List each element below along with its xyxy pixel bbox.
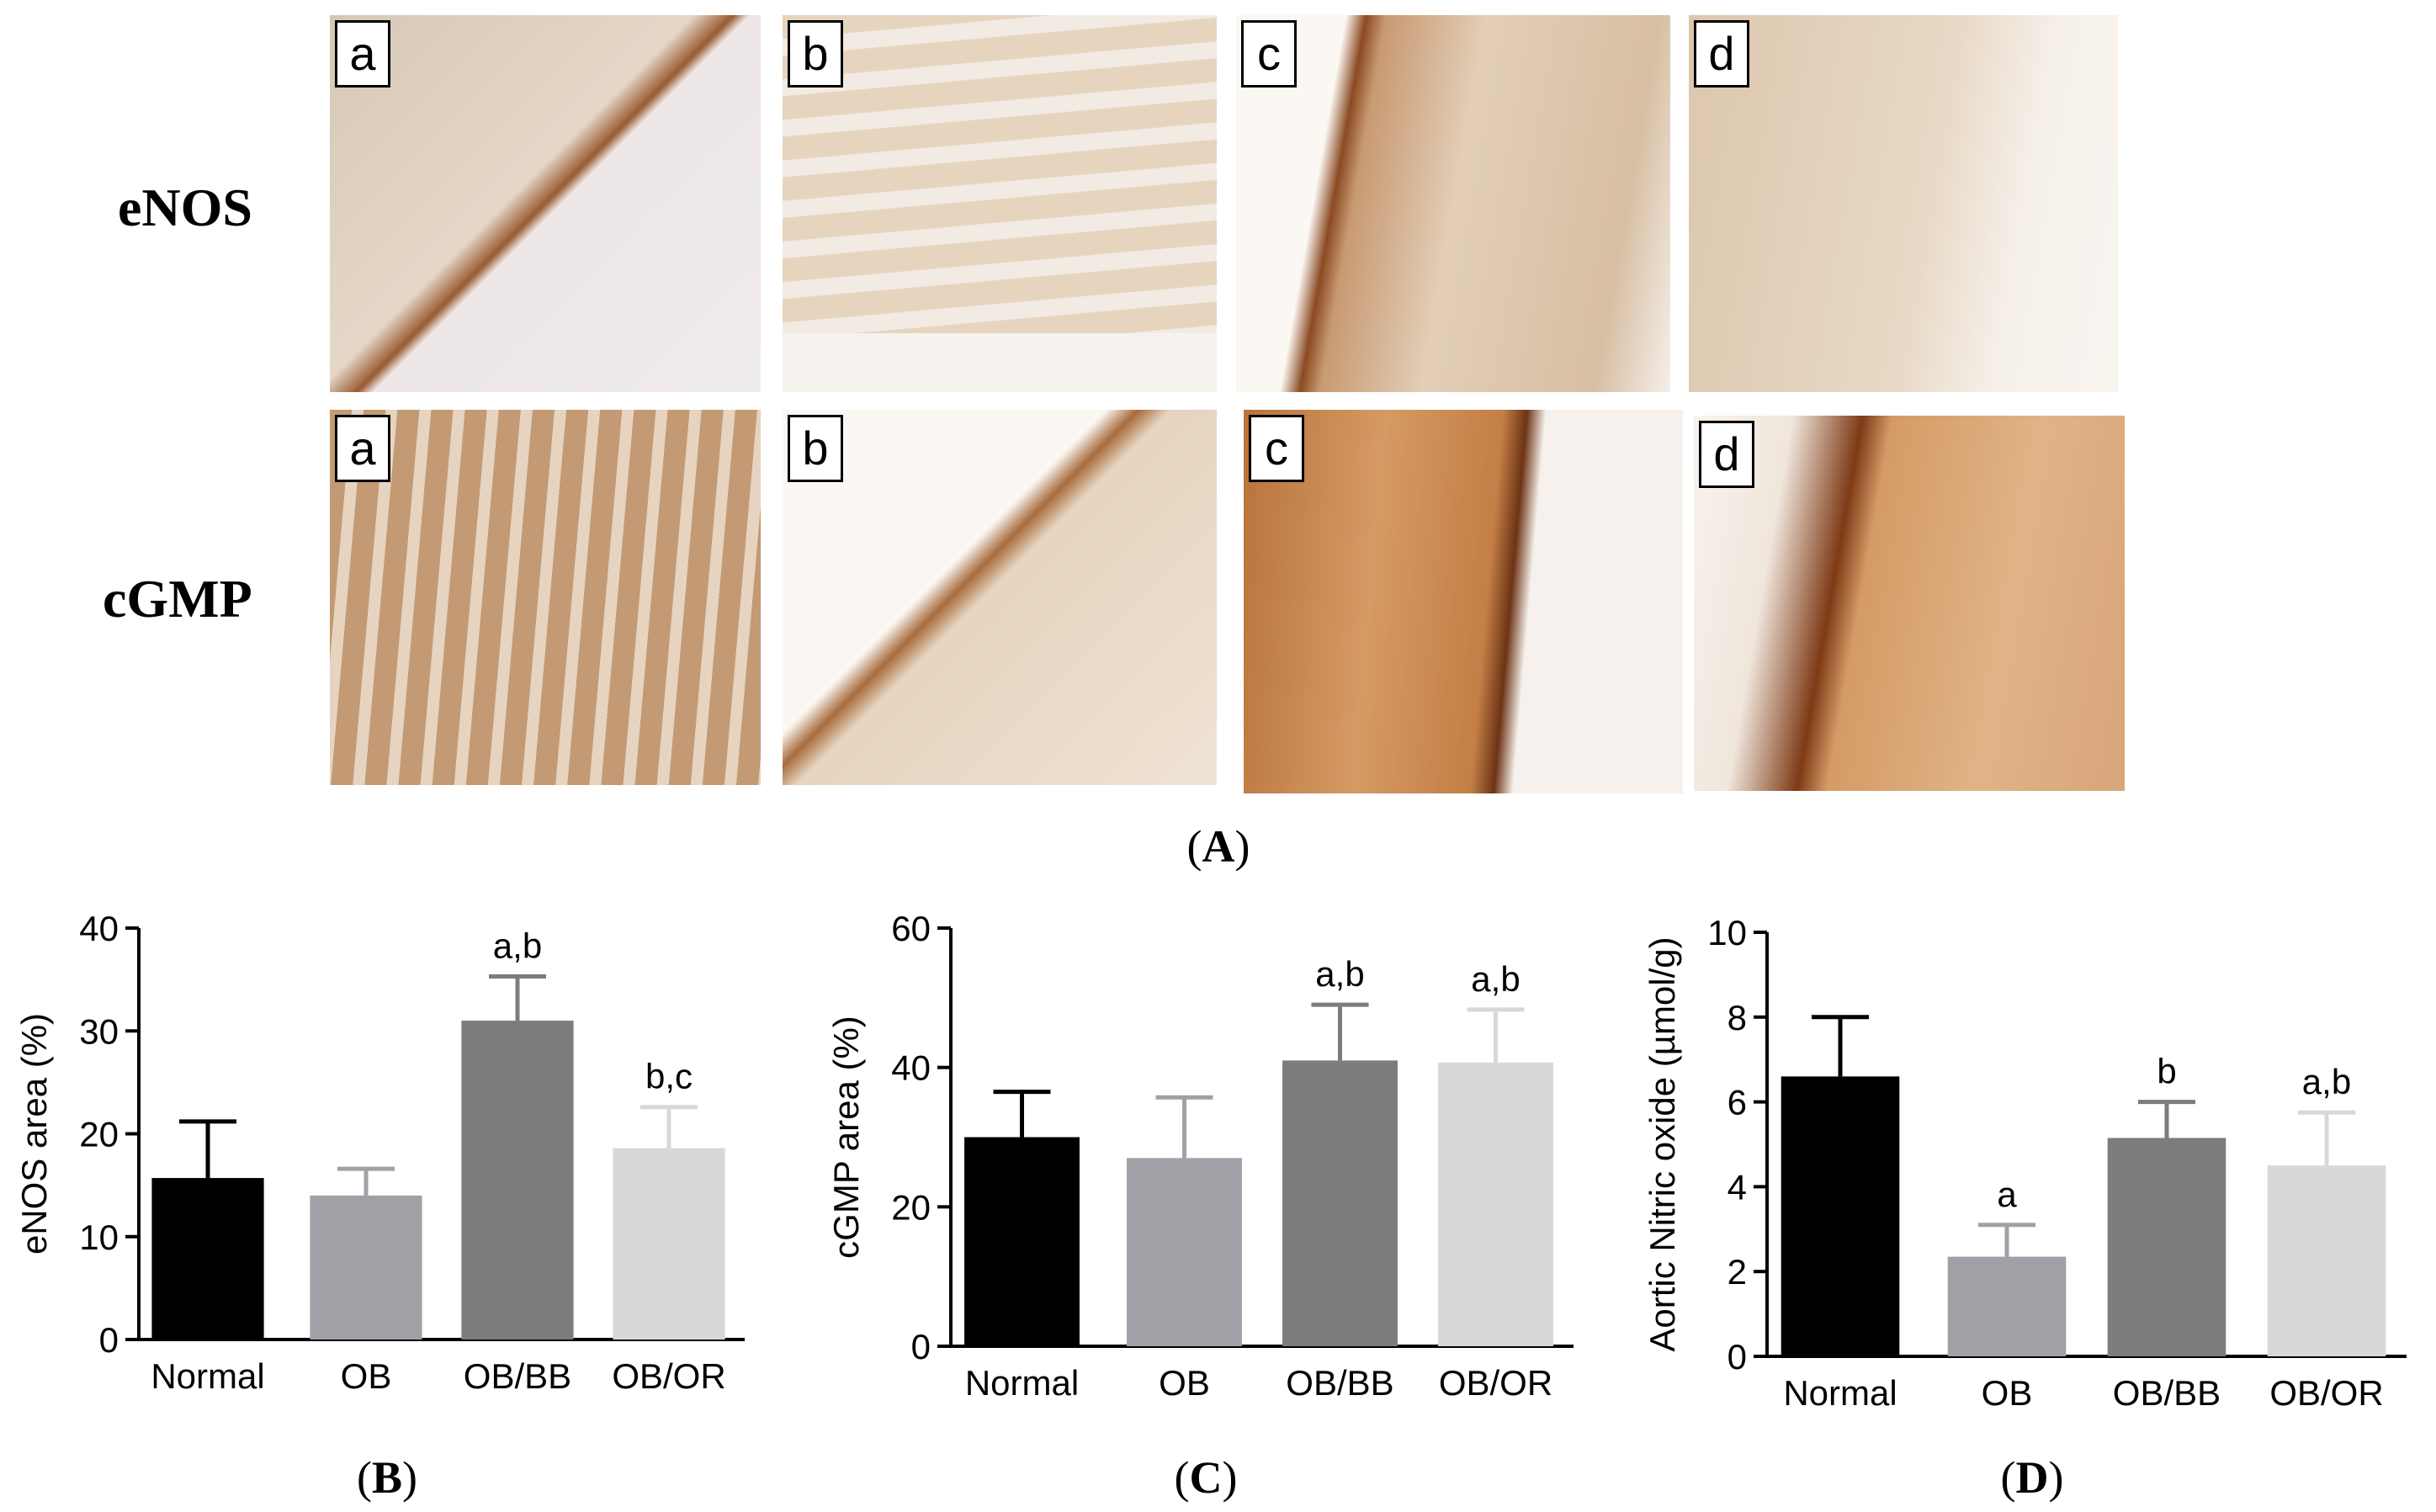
significance-label: a,b (2302, 1062, 2351, 1101)
caption-c: (C) (1174, 1452, 1238, 1503)
y-axis-label: eNOS area (%) (14, 1013, 54, 1255)
significance-label: a,b (1315, 954, 1364, 994)
significance-label: b (2157, 1052, 2176, 1091)
row-label-enos: eNOS (118, 178, 252, 237)
x-tick-label: OB/OR (1439, 1363, 1552, 1403)
significance-label: b,c (645, 1057, 693, 1096)
y-tick-label: 30 (79, 1011, 119, 1051)
y-tick-label: 2 (1727, 1252, 1747, 1292)
x-tick-label: OB/OR (612, 1356, 725, 1396)
x-tick-label: Normal (965, 1363, 1079, 1403)
panel-tag: b (788, 20, 843, 88)
x-tick-label: Normal (1783, 1373, 1897, 1413)
micrograph-enos-c: c (1236, 15, 1670, 392)
bar (1947, 1256, 2067, 1356)
micrograph-cgmp-b: b (783, 410, 1217, 785)
caption-b: (B) (357, 1452, 417, 1503)
panel-tag: c (1249, 415, 1304, 482)
x-tick-label: Normal (151, 1356, 264, 1396)
x-tick-label: OB/BB (1286, 1363, 1393, 1403)
bar (1438, 1062, 1553, 1346)
caption-d-letter: D (2015, 1452, 2049, 1503)
bar (2107, 1138, 2226, 1356)
y-tick-label: 4 (1727, 1167, 1747, 1207)
significance-label: a (1997, 1175, 2017, 1214)
x-tick-label: OB/BB (464, 1356, 571, 1396)
x-tick-label: OB/OR (2269, 1373, 2383, 1413)
bar (964, 1137, 1080, 1346)
bar (1127, 1158, 1242, 1346)
y-tick-label: 20 (891, 1187, 931, 1227)
y-tick-label: 10 (79, 1218, 119, 1257)
y-tick-label: 0 (99, 1320, 119, 1360)
y-axis-label: cGMP area (%) (826, 1016, 866, 1259)
bar (310, 1195, 422, 1340)
y-tick-label: 0 (911, 1327, 931, 1366)
caption-c-letter: C (1189, 1452, 1223, 1503)
bar (1282, 1060, 1398, 1346)
bar (1781, 1076, 1900, 1356)
bar (461, 1021, 574, 1340)
x-tick-label: OB (1982, 1373, 2033, 1413)
y-tick-label: 40 (891, 1048, 931, 1088)
significance-label: a,b (1471, 959, 1520, 999)
caption-d: (D) (2000, 1452, 2064, 1503)
caption-a: (A) (1186, 821, 1250, 872)
y-tick-label: 10 (1707, 913, 1747, 952)
panel-tag: a (335, 20, 390, 88)
significance-label: a,b (493, 926, 542, 965)
panel-tag: d (1699, 421, 1754, 488)
bar (2267, 1165, 2386, 1356)
panel-tag: a (335, 415, 390, 482)
caption-b-letter: B (371, 1452, 403, 1503)
y-tick-label: 0 (1727, 1337, 1747, 1377)
row-label-cgmp: cGMP (103, 569, 252, 629)
y-tick-label: 20 (79, 1115, 119, 1154)
micrograph-cgmp-d: d (1694, 416, 2125, 791)
micrograph-enos-b: b (783, 15, 1217, 392)
micrograph-enos-d: d (1689, 15, 2118, 392)
panel-tag: d (1694, 20, 1749, 88)
y-tick-label: 60 (891, 909, 931, 948)
bar (151, 1178, 264, 1340)
micrograph-enos-a: a (330, 15, 761, 392)
micrograph-cgmp-a: a (330, 410, 761, 785)
panel-tag: c (1241, 20, 1297, 88)
y-axis-label: Aortic Nitric oxide (µmol/g) (1643, 936, 1682, 1351)
panel-tag: b (788, 415, 843, 482)
micrograph-cgmp-c: c (1244, 410, 1683, 793)
y-tick-label: 8 (1727, 998, 1747, 1037)
x-tick-label: OB (1159, 1363, 1210, 1403)
x-tick-label: OB/BB (2113, 1373, 2221, 1413)
x-tick-label: OB (341, 1356, 392, 1396)
y-tick-label: 6 (1727, 1083, 1747, 1122)
caption-a-letter: A (1202, 821, 1235, 872)
y-tick-label: 40 (79, 909, 119, 948)
bar (613, 1148, 725, 1340)
